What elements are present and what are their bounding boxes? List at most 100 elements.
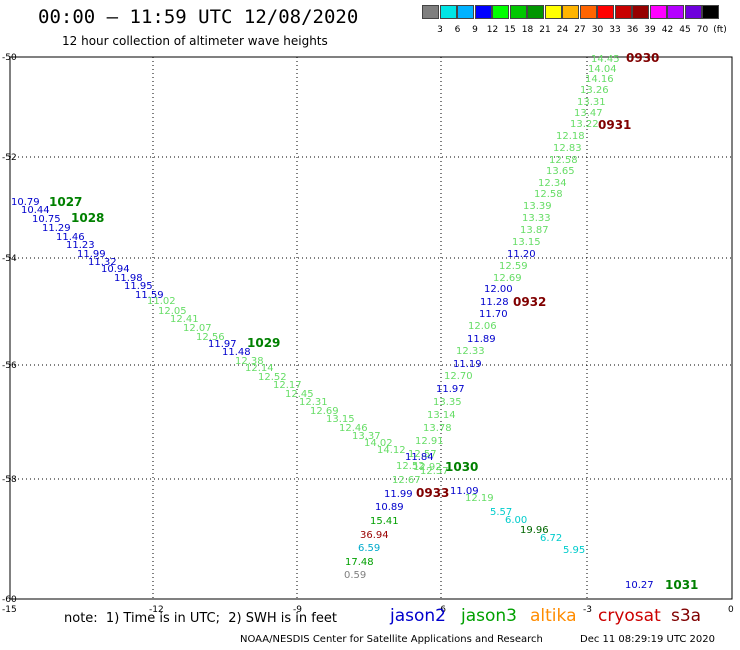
swh-label: 12.31: [299, 397, 328, 408]
swh-label: 11.97: [208, 339, 237, 350]
y-tick-label: -52: [2, 153, 17, 163]
swh-label: 14.04: [588, 64, 617, 75]
swh-label: 11.29: [42, 223, 71, 234]
swh-label: 10.89: [375, 502, 404, 513]
track-time-label: 1028: [71, 211, 104, 225]
swh-label: 12.70: [444, 371, 473, 382]
swh-label: 13.14: [427, 410, 456, 421]
swh-label: 11.32: [88, 257, 117, 268]
swh-label: 11.89: [467, 334, 496, 345]
swh-label: 13.65: [546, 166, 575, 177]
satellite-legend-item: jason3: [461, 606, 517, 626]
swh-label: 12.83: [553, 143, 582, 154]
colorbar-label: 18: [521, 25, 534, 35]
swh-label: 17.48: [345, 557, 374, 568]
swh-label: 12.18: [556, 131, 585, 142]
swh-label: 19.96: [520, 525, 549, 536]
x-tick-label: -3: [583, 605, 592, 615]
track-time-label: 1027: [49, 195, 82, 209]
swh-label: 12.05: [158, 306, 187, 317]
swh-label: 36.94: [360, 530, 389, 541]
swh-label: 12.58: [534, 189, 563, 200]
swh-label: 13.78: [423, 423, 452, 434]
track-time-label: 1029: [247, 336, 280, 350]
swh-label: 12.17: [273, 380, 302, 391]
colorbar-swatch: [509, 5, 527, 19]
swh-label: 10.79: [11, 197, 40, 208]
colorbar-label: 24: [556, 25, 569, 35]
colorbar-label: 33: [609, 25, 621, 35]
swh-label: 12.38: [235, 356, 264, 367]
colorbar-label: 6: [454, 25, 461, 35]
swh-label: 15.41: [370, 516, 399, 527]
colorbar-label: 21: [539, 25, 551, 35]
swh-label: 13.37: [352, 431, 381, 442]
swh-label: 12.92: [413, 462, 442, 473]
swh-label: 12.91: [415, 436, 444, 447]
swh-label: 12.00: [484, 284, 513, 295]
swh-label: 12.07: [183, 323, 212, 334]
colorbar-swatch: [667, 5, 684, 19]
colorbar-label: 3: [437, 25, 443, 35]
colorbar-label: 70: [696, 25, 709, 35]
x-tick-label: -9: [293, 605, 302, 615]
y-tick-label: -54: [2, 254, 17, 264]
colorbar-label: 39: [644, 25, 656, 35]
swh-label: 11.99: [384, 489, 413, 500]
swh-label: 13.47: [574, 108, 603, 119]
swh-label: 11.59: [135, 290, 164, 301]
colorbar-swatch: [474, 5, 492, 19]
swh-label: 14.12: [377, 445, 406, 456]
swh-label: 11.98: [114, 273, 143, 284]
satellite-legend-item: jason2: [390, 606, 446, 626]
swh-label: 11.20: [507, 249, 536, 260]
swh-label: 12.34: [538, 178, 567, 189]
swh-label: 6.00: [505, 515, 527, 526]
swh-label: 11.28: [480, 297, 509, 308]
agency-credit: NOAA/NESDIS Center for Satellite Applica…: [240, 634, 543, 645]
swh-label: 11.48: [222, 347, 251, 358]
swh-label: 11.23: [66, 240, 95, 251]
swh-label: 14.02: [364, 438, 393, 449]
colorbar-label: 12: [486, 25, 499, 35]
swh-label: 12.06: [468, 321, 497, 332]
track-time-label: 1031: [665, 578, 698, 592]
x-tick-label: 0: [728, 605, 734, 615]
wave-height-labels: 14.4514.0414.1613.2613.3113.4713.2212.18…: [11, 51, 698, 592]
x-tick-label: -12: [149, 605, 164, 615]
track-time-label: 0930: [626, 51, 659, 65]
track-time-label: 0931: [598, 118, 631, 132]
colorbar-swatch: [562, 5, 579, 19]
map-title: 00:00 – 11:59 UTC 12/08/2020: [38, 6, 359, 28]
colorbar-label: 15: [504, 25, 516, 35]
swh-label: 12.57: [420, 466, 449, 477]
satellite-legend-item: cryosat: [598, 606, 661, 626]
swh-label: 11.09: [450, 486, 479, 497]
swh-label: 11.95: [124, 281, 153, 292]
swh-label: 12.41: [170, 314, 199, 325]
colorbar-swatch: [422, 5, 439, 19]
swh-label: 10.27: [625, 580, 654, 591]
colorbar-swatch: [579, 5, 597, 19]
track-time-label: 0932: [513, 295, 546, 309]
x-tick-label: -6: [437, 605, 446, 615]
grid-lines: [10, 57, 732, 599]
colorbar-swatch: [597, 5, 614, 19]
swh-label: 12.45: [285, 389, 314, 400]
colorbar-swatch: [702, 5, 719, 19]
satellite-legend-item: altika: [530, 606, 577, 626]
swh-label: 13.31: [577, 97, 606, 108]
swh-label: 5.57: [490, 507, 512, 518]
swh-label: 13.87: [520, 225, 549, 236]
satellite-legend-item: s3a: [671, 606, 702, 626]
swh-label: 13.26: [580, 85, 609, 96]
swh-label: 12.56: [196, 332, 225, 343]
plot-frame: [9, 56, 733, 600]
swh-label: 5.95: [563, 545, 585, 556]
colorbar-swatch: [457, 5, 474, 19]
swh-label: 12.69: [493, 273, 522, 284]
generated-timestamp: Dec 11 08:29:19 UTC 2020: [580, 634, 715, 645]
x-tick-label: -15: [2, 605, 17, 615]
swh-label: 11.84: [405, 452, 434, 463]
swh-label: 10.75: [32, 214, 61, 225]
